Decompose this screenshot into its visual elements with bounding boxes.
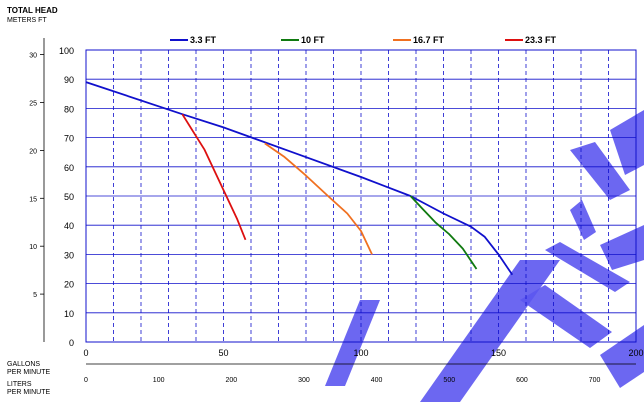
y-m-tick-label: 25: [29, 100, 37, 107]
y-ft-tick-label: 80: [64, 104, 74, 114]
watermark-shapes: [325, 110, 644, 402]
series-line-3: [264, 142, 373, 255]
x-lpm-tick-label: 600: [516, 377, 528, 384]
series-line-2: [409, 195, 478, 270]
x-lpm-tick-label: 500: [443, 377, 455, 384]
series-line-4: [181, 113, 247, 241]
y-axis-units: METERS FT: [7, 17, 47, 24]
x-gpm-tick-label: 0: [83, 348, 88, 358]
y-ft-tick-label: 50: [64, 192, 74, 202]
y-ft-tick-label: 20: [64, 280, 74, 290]
x-gpm-tick-label: 100: [353, 348, 368, 358]
plot-border: [85, 49, 637, 343]
lpm-axis-label-2: PER MINUTE: [7, 389, 51, 396]
y-ft-tick-label: 30: [64, 250, 74, 260]
x-lpm-tick-label: 400: [371, 377, 383, 384]
gpm-axis-label-1: GALLONS: [7, 361, 40, 368]
y-axis-title: TOTAL HEAD: [7, 6, 58, 15]
legend-label-3: 16.7 FT: [413, 35, 445, 45]
legend-label-2: 10 FT: [301, 35, 325, 45]
x-gpm-tick-label: 50: [218, 348, 228, 358]
y-m-tick-label: 15: [29, 196, 37, 203]
gpm-axis-label-2: PER MINUTE: [7, 369, 51, 376]
legend-label-1: 3.3 FT: [190, 35, 217, 45]
grid: [85, 49, 637, 343]
y-ft-tick-label: 70: [64, 134, 74, 144]
legend-label-4: 23.3 FT: [525, 35, 557, 45]
y-ft-tick-label: 90: [64, 75, 74, 85]
x-lpm-tick-label: 100: [153, 377, 165, 384]
y-ft-tick-label: 40: [64, 221, 74, 231]
y-ft-tick-label: 100: [59, 46, 74, 56]
x-gpm-tick-label: 150: [491, 348, 506, 358]
y-m-tick-label: 5: [33, 292, 37, 299]
y-m-tick-label: 30: [29, 53, 37, 60]
x-lpm-tick-label: 700: [589, 377, 601, 384]
y-ft-tick-label: 0: [69, 338, 74, 348]
y-ft-tick-label: 10: [64, 309, 74, 319]
series-line-1: [85, 81, 514, 276]
lpm-axis-label-1: LITERS: [7, 381, 32, 388]
x-lpm-tick-label: 0: [84, 377, 88, 384]
x-gpm-tick-label: 200: [628, 348, 643, 358]
series-lines: [85, 81, 514, 276]
y-m-tick-label: 20: [29, 148, 37, 155]
x-lpm-tick-label: 200: [225, 377, 237, 384]
y-m-tick-label: 10: [29, 244, 37, 251]
legend: 3.3 FT 10 FT 16.7 FT 23.3 FT: [170, 35, 557, 45]
x-lpm-tick-label: 300: [298, 377, 310, 384]
y-ft-tick-label: 60: [64, 163, 74, 173]
